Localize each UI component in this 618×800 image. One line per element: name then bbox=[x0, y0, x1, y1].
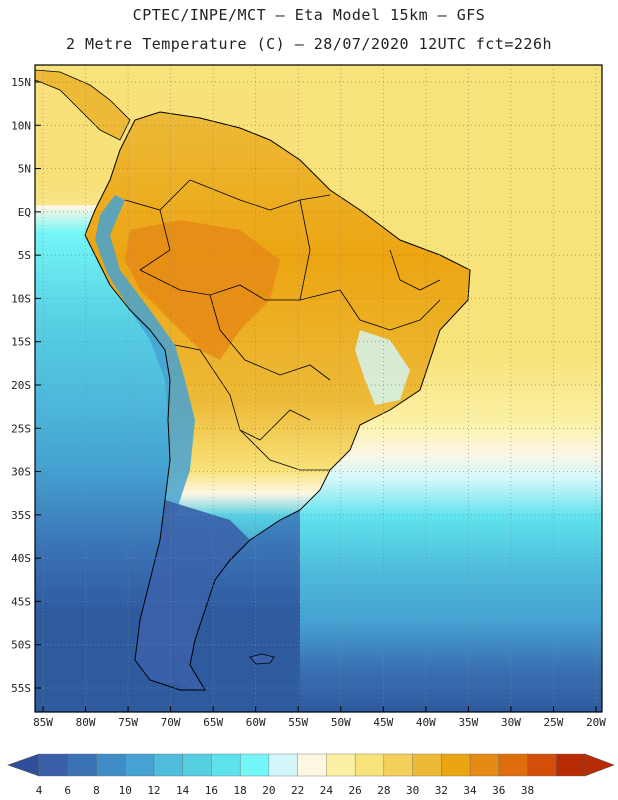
lat-tick-label: 25S bbox=[11, 422, 31, 435]
colorbar-label: 24 bbox=[320, 784, 334, 797]
colorbar-label: 20 bbox=[262, 784, 275, 797]
andes-cold-strip bbox=[95, 195, 195, 580]
lon-tick-label: 45W bbox=[373, 716, 393, 729]
lat-tick-label: EQ bbox=[18, 206, 31, 219]
lat-tick-label: 45S bbox=[11, 595, 31, 608]
colorbar-bin bbox=[441, 753, 471, 777]
lon-tick-label: 75W bbox=[118, 716, 138, 729]
lat-tick-label: 35S bbox=[11, 509, 31, 522]
colorbar-bin bbox=[326, 753, 356, 777]
colorbar-bin bbox=[469, 753, 500, 777]
colorbar-label: 14 bbox=[176, 784, 190, 797]
colorbar-bin bbox=[125, 753, 155, 777]
colorbar-label: 6 bbox=[64, 784, 71, 797]
colorbar-label: 18 bbox=[234, 784, 247, 797]
colorbar-bin bbox=[153, 753, 184, 777]
lat-tick-label: 10S bbox=[11, 292, 31, 305]
colorbar-bin bbox=[527, 753, 557, 777]
lat-tick-label: 55S bbox=[11, 682, 31, 695]
colorbar-bin bbox=[67, 753, 97, 777]
map-title: CPTEC/INPE/MCT – Eta Model 15km – GFS bbox=[132, 6, 486, 24]
colorbar-label: 12 bbox=[147, 784, 160, 797]
lon-tick-label: 60W bbox=[246, 716, 266, 729]
lon-tick-label: 20W bbox=[586, 716, 606, 729]
colorbar-low-arrow bbox=[7, 753, 40, 777]
colorbar-label: 32 bbox=[435, 784, 448, 797]
colorbar-label: 38 bbox=[521, 784, 534, 797]
lat-tick-label: 50S bbox=[11, 639, 31, 652]
graticule bbox=[35, 65, 602, 712]
lat-tick-label: 5N bbox=[18, 163, 31, 176]
lon-tick-label: 30W bbox=[501, 716, 521, 729]
lat-tick-label: 10N bbox=[11, 119, 31, 132]
colorbar-label: 26 bbox=[348, 784, 361, 797]
colorbar-bin bbox=[498, 753, 529, 777]
patagonia-cold bbox=[135, 500, 250, 690]
colorbar-bin bbox=[211, 753, 241, 777]
lon-tick-label: 55W bbox=[288, 716, 308, 729]
colorbar-bin bbox=[297, 753, 327, 777]
colorbar-bin bbox=[38, 753, 69, 777]
lon-tick-label: 65W bbox=[203, 716, 223, 729]
colorbar-label: 22 bbox=[291, 784, 304, 797]
colorbar-bin bbox=[383, 753, 414, 777]
map-subtitle: 2 Metre Temperature (C) – 28/07/2020 12U… bbox=[65, 35, 553, 53]
colorbar: 4 6 8 10 12 14 16 18 20 22 24 26 28 30 32 34 36 38 bbox=[7, 753, 615, 797]
colorbar-bin bbox=[239, 753, 270, 777]
colorbar-label: 16 bbox=[205, 784, 218, 797]
lat-tick-label: 30S bbox=[11, 466, 31, 479]
colorbar-bin bbox=[556, 753, 586, 777]
map-frame bbox=[34, 64, 603, 713]
lat-tick-label: 15N bbox=[11, 76, 31, 89]
coastline bbox=[84, 111, 471, 691]
lat-tick-label: 40S bbox=[11, 552, 31, 565]
colorbar-bin bbox=[268, 753, 299, 777]
southeast-highlands bbox=[355, 330, 410, 405]
colorbar-high-arrow bbox=[584, 753, 615, 777]
central-america bbox=[35, 69, 131, 141]
colorbar-label: 8 bbox=[93, 784, 100, 797]
colorbar-label: 36 bbox=[492, 784, 505, 797]
lat-tick-label: 15S bbox=[11, 336, 31, 349]
lat-tick-label: 20S bbox=[11, 379, 31, 392]
colorbar-bin bbox=[354, 753, 385, 777]
temperature-field bbox=[35, 65, 602, 712]
lon-tick-label: 25W bbox=[544, 716, 564, 729]
lon-tick-label: 35W bbox=[458, 716, 478, 729]
colorbar-label: 10 bbox=[119, 784, 132, 797]
lon-tick-label: 40W bbox=[416, 716, 436, 729]
lat-tick-label: 5S bbox=[18, 249, 31, 262]
colorbar-label: 30 bbox=[406, 784, 419, 797]
colorbar-bin bbox=[412, 753, 442, 777]
lon-tick-label: 70W bbox=[161, 716, 181, 729]
longitude-axis: 85W 80W 75W 70W 65W 60W 55W 50W 45W 40W 35W 30W 25W 2… bbox=[33, 706, 606, 729]
colorbar-label: 28 bbox=[377, 784, 390, 797]
lon-tick-label: 80W bbox=[76, 716, 96, 729]
colorbar-label: 4 bbox=[36, 784, 43, 797]
colorbar-label: 34 bbox=[463, 784, 477, 797]
country-borders bbox=[124, 179, 441, 471]
lon-tick-label: 50W bbox=[331, 716, 351, 729]
lon-tick-label: 85W bbox=[33, 716, 53, 729]
colorbar-bin bbox=[96, 753, 126, 777]
colorbar-bin bbox=[182, 753, 212, 777]
latitude-axis: 15N 10N 5N EQ 5S 10S 15S 20S 25S 30S 35S 40S 45S 50S 5… bbox=[11, 76, 41, 695]
